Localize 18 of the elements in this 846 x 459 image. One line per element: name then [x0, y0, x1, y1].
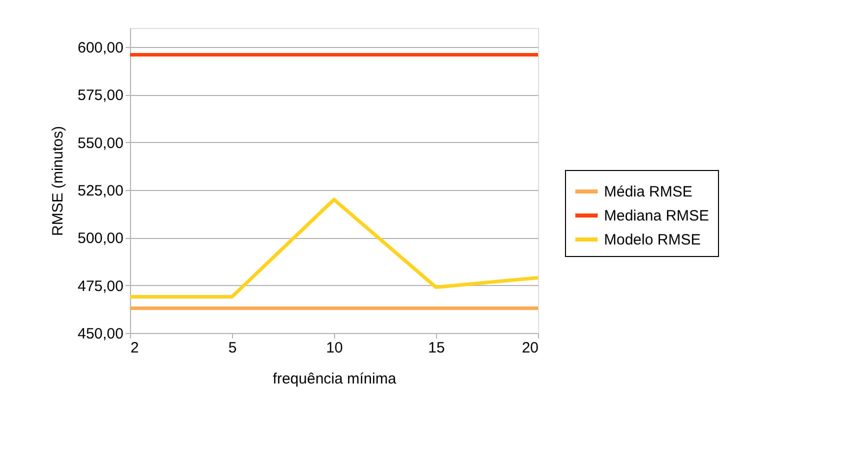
x-tick-label: 10: [326, 340, 343, 356]
y-tick-label: 525,00: [78, 182, 124, 200]
x-tick-label: 20: [522, 340, 538, 356]
x-tick-label: 2: [130, 340, 139, 356]
y-tick-label: 575,00: [78, 87, 124, 104]
legend-label: Média RMSE: [604, 184, 692, 200]
legend-label: Modelo RMSE: [604, 232, 701, 248]
x-tick-label: 15: [428, 340, 445, 356]
legend-label: Mediana RMSE: [604, 208, 710, 224]
y-tick-label: 600,00: [78, 40, 124, 57]
y-tick-label: 500,00: [78, 230, 124, 248]
x-tick-label: 5: [228, 340, 237, 356]
y-tick-label: 550,00: [78, 134, 124, 152]
x-axis-title: frequência mínima: [272, 370, 397, 388]
line-series: [128, 198, 540, 299]
y-axis-title: RMSE (minutos): [50, 126, 67, 236]
y-tick-label: 450,00: [78, 326, 124, 342]
y-tick-label: 475,00: [78, 278, 124, 295]
